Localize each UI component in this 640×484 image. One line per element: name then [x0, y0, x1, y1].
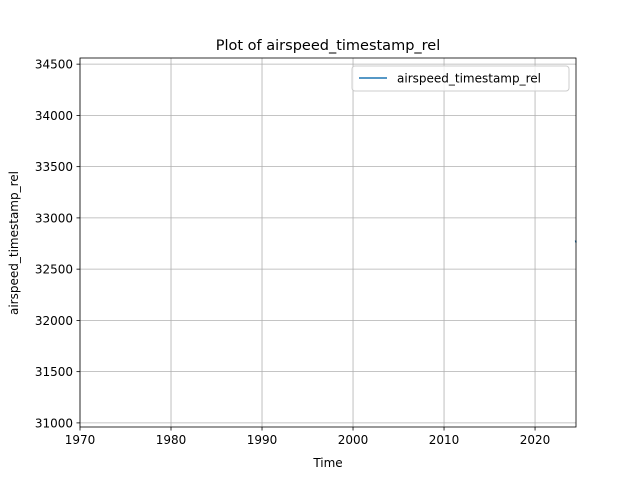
y-tick-label: 34000 [35, 109, 73, 123]
chart-title: Plot of airspeed_timestamp_rel [216, 38, 441, 54]
y-axis-label: airspeed_timestamp_rel [7, 171, 21, 315]
y-tick-label: 33000 [35, 211, 73, 225]
y-tick-label: 34500 [35, 58, 73, 72]
x-tick-label: 1980 [156, 433, 187, 447]
y-tick-label: 33500 [35, 160, 73, 174]
legend: airspeed_timestamp_rel [352, 66, 569, 91]
y-tick-label: 32000 [35, 314, 73, 328]
x-tick-label: 2010 [429, 433, 460, 447]
y-tick-label: 31500 [35, 365, 73, 379]
x-tick-label: 1990 [247, 433, 278, 447]
x-axis-label: Time [312, 456, 342, 470]
x-tick-label: 2000 [338, 433, 369, 447]
x-tick-label: 2020 [520, 433, 551, 447]
y-tick-label: 31000 [35, 416, 73, 430]
legend-label: airspeed_timestamp_rel [397, 72, 541, 86]
y-tick-label: 32500 [35, 263, 73, 277]
x-tick-label: 1970 [65, 433, 96, 447]
